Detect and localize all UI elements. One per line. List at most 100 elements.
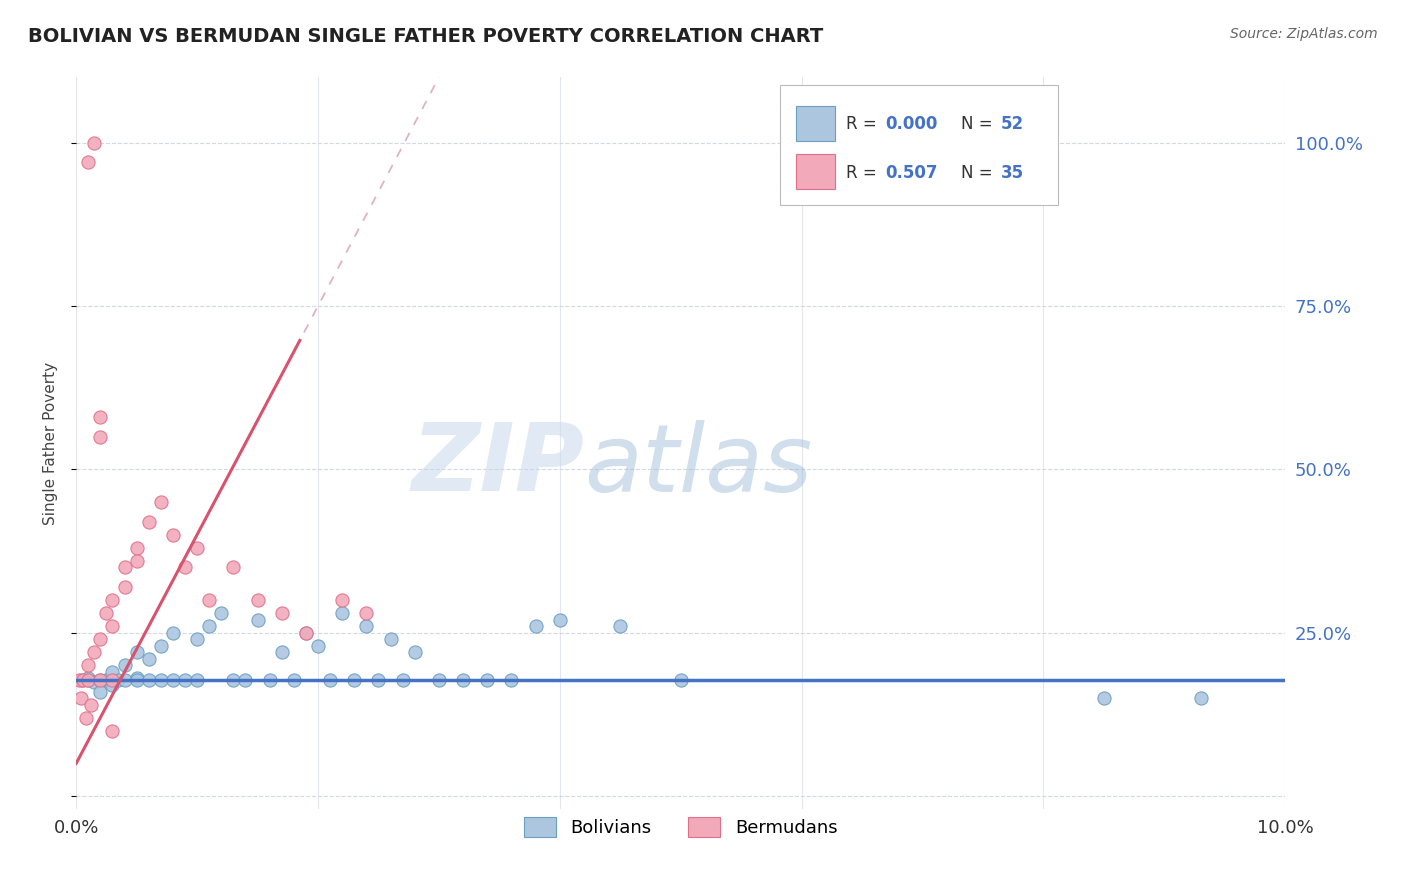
Point bbox=[138, 652, 160, 666]
Point bbox=[96, 673, 118, 687]
Point bbox=[162, 527, 184, 541]
Point bbox=[77, 673, 100, 687]
Point bbox=[367, 673, 389, 687]
Point bbox=[67, 673, 90, 687]
Point bbox=[162, 625, 184, 640]
Point bbox=[1189, 691, 1212, 706]
Legend: Bolivians, Bermudans: Bolivians, Bermudans bbox=[516, 810, 845, 844]
Point bbox=[89, 430, 111, 444]
FancyBboxPatch shape bbox=[796, 106, 835, 141]
Point bbox=[125, 672, 148, 686]
Point bbox=[101, 593, 124, 607]
Point bbox=[198, 619, 221, 633]
Point bbox=[149, 495, 172, 509]
Text: R =: R = bbox=[846, 114, 883, 133]
Point bbox=[101, 723, 124, 738]
Point bbox=[75, 711, 97, 725]
Point bbox=[548, 613, 571, 627]
Point bbox=[380, 632, 402, 647]
Point bbox=[246, 593, 269, 607]
Point bbox=[186, 632, 208, 647]
Point bbox=[391, 673, 413, 687]
Point bbox=[138, 515, 160, 529]
Point bbox=[70, 691, 93, 706]
Text: atlas: atlas bbox=[583, 420, 813, 511]
Point bbox=[186, 673, 208, 687]
Point bbox=[1092, 691, 1115, 706]
Point bbox=[89, 673, 111, 687]
Text: N =: N = bbox=[962, 114, 998, 133]
Point bbox=[451, 673, 474, 687]
Point bbox=[524, 619, 547, 633]
Point bbox=[79, 698, 101, 712]
Point bbox=[70, 673, 93, 687]
Text: 52: 52 bbox=[1001, 114, 1024, 133]
Point bbox=[198, 593, 221, 607]
Point bbox=[330, 606, 353, 620]
Point bbox=[101, 619, 124, 633]
Point bbox=[114, 673, 136, 687]
Point bbox=[107, 673, 129, 687]
Point bbox=[83, 674, 105, 689]
Point bbox=[162, 673, 184, 687]
Point bbox=[477, 673, 499, 687]
Point bbox=[186, 541, 208, 555]
Point bbox=[174, 560, 197, 574]
Point bbox=[343, 673, 366, 687]
Text: 35: 35 bbox=[1001, 163, 1024, 182]
Point bbox=[259, 673, 281, 687]
Point bbox=[501, 673, 523, 687]
Point bbox=[101, 673, 124, 687]
Point bbox=[125, 541, 148, 555]
Point bbox=[235, 673, 257, 687]
Point bbox=[222, 673, 245, 687]
Point bbox=[125, 673, 148, 687]
Point bbox=[356, 606, 378, 620]
Point bbox=[330, 593, 353, 607]
Point bbox=[114, 560, 136, 574]
Point bbox=[125, 645, 148, 659]
Point bbox=[89, 673, 111, 687]
Point bbox=[138, 673, 160, 687]
Point bbox=[404, 645, 426, 659]
Point bbox=[609, 619, 631, 633]
Point bbox=[125, 554, 148, 568]
Point bbox=[83, 136, 105, 150]
Text: ZIP: ZIP bbox=[411, 419, 583, 511]
Text: R =: R = bbox=[846, 163, 883, 182]
Text: 0.000: 0.000 bbox=[884, 114, 938, 133]
Point bbox=[89, 410, 111, 425]
Point bbox=[669, 673, 692, 687]
Point bbox=[114, 658, 136, 673]
Point bbox=[307, 639, 329, 653]
Point bbox=[77, 658, 100, 673]
Point bbox=[295, 625, 318, 640]
Text: 0.507: 0.507 bbox=[884, 163, 938, 182]
Point bbox=[246, 613, 269, 627]
Point bbox=[356, 619, 378, 633]
Point bbox=[270, 645, 292, 659]
Point bbox=[222, 560, 245, 574]
Point bbox=[149, 639, 172, 653]
Y-axis label: Single Father Poverty: Single Father Poverty bbox=[44, 362, 58, 524]
Point bbox=[319, 673, 342, 687]
Text: Source: ZipAtlas.com: Source: ZipAtlas.com bbox=[1230, 27, 1378, 41]
Point bbox=[77, 672, 100, 686]
Point bbox=[101, 665, 124, 679]
Point bbox=[427, 673, 450, 687]
Point bbox=[209, 606, 232, 620]
Point bbox=[270, 606, 292, 620]
FancyBboxPatch shape bbox=[780, 85, 1057, 205]
Point bbox=[149, 673, 172, 687]
Point bbox=[283, 673, 305, 687]
Point bbox=[114, 580, 136, 594]
Point bbox=[77, 673, 100, 687]
Point bbox=[89, 684, 111, 698]
Point bbox=[83, 645, 105, 659]
Text: BOLIVIAN VS BERMUDAN SINGLE FATHER POVERTY CORRELATION CHART: BOLIVIAN VS BERMUDAN SINGLE FATHER POVER… bbox=[28, 27, 824, 45]
Point bbox=[96, 606, 118, 620]
FancyBboxPatch shape bbox=[796, 154, 835, 189]
Point bbox=[295, 625, 318, 640]
Point bbox=[77, 155, 100, 169]
Point bbox=[101, 678, 124, 692]
